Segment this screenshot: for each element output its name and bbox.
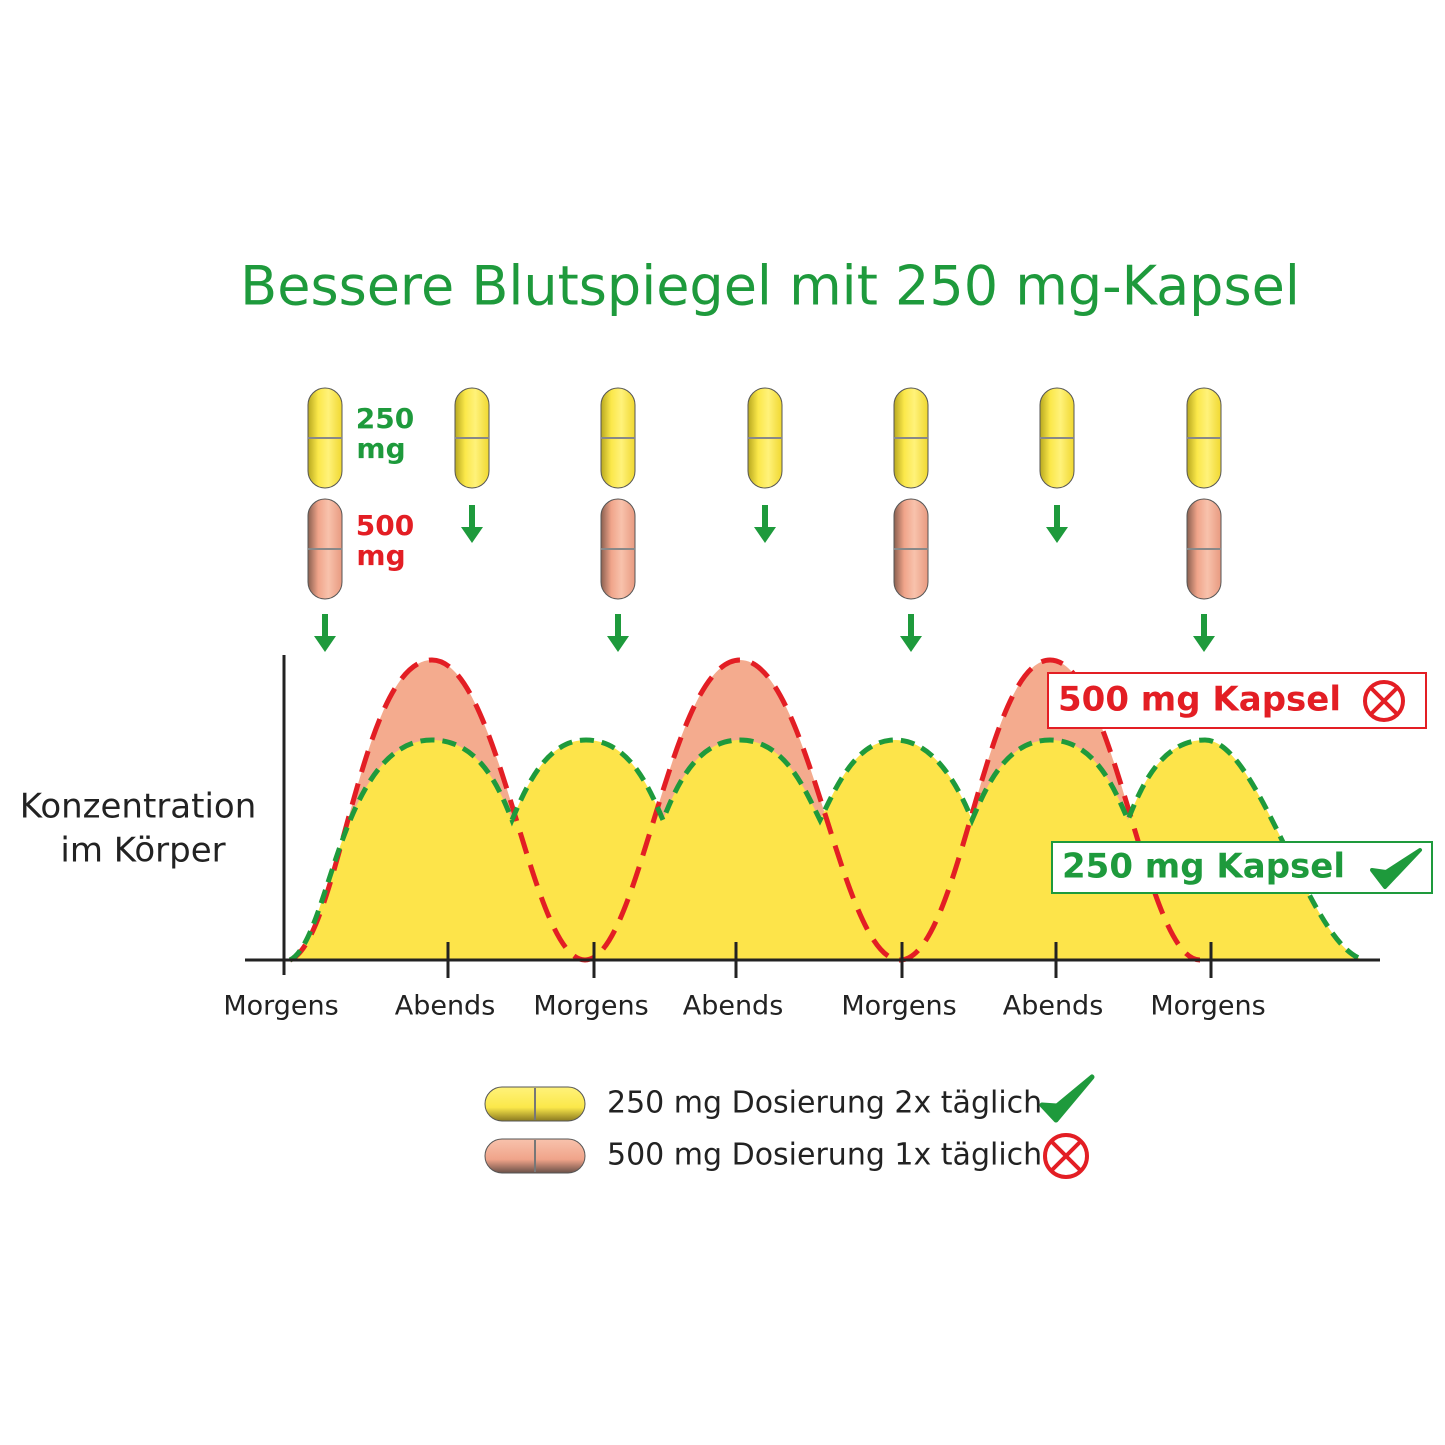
legend: 250 mg Dosierung 2x täglich 500 mg Dosie…: [484, 1074, 1095, 1179]
tag-label: 250 mg Kapsel: [1062, 847, 1345, 887]
x-label: Abends: [1003, 991, 1104, 1022]
x-label: Abends: [683, 991, 784, 1022]
low-dose-area: [290, 740, 1365, 960]
dose-arrow: [900, 614, 922, 652]
x-label: Morgens: [223, 991, 338, 1022]
legend-label: 500 mg Dosierung 1x täglich: [607, 1138, 1042, 1173]
dose-arrow: [314, 614, 336, 652]
capsule-dose: 250: [356, 402, 414, 435]
legend-label: 250 mg Dosierung 2x täglich: [607, 1086, 1042, 1121]
tag-high: 500 mg Kapsel: [1047, 672, 1427, 729]
curves: [288, 657, 1366, 963]
dose-arrow: [607, 614, 629, 652]
y-axis-label: im Körper: [60, 831, 225, 871]
y-axis-label: Konzentration: [20, 787, 257, 827]
tag-low: 250 mg Kapsel: [1051, 841, 1433, 894]
x-label: Morgens: [533, 991, 648, 1022]
title: Bessere Blutspiegel mit 250 mg-Kapsel: [240, 255, 1300, 318]
capsules: [307, 387, 1222, 652]
capsule-unit: mg: [356, 432, 405, 465]
dose-arrow: [461, 505, 483, 543]
capsule-unit: mg: [356, 539, 405, 572]
dose-arrow: [754, 505, 776, 543]
dose-arrow: [1046, 505, 1068, 543]
high-dose-line: [288, 657, 1201, 963]
x-label: Morgens: [1150, 991, 1265, 1022]
low-dose-line: [288, 737, 1366, 963]
capsule-dose: 500: [356, 509, 414, 542]
tag-label: 500 mg Kapsel: [1058, 680, 1341, 720]
x-label: Abends: [395, 991, 496, 1022]
x-label: Morgens: [841, 991, 956, 1022]
dose-arrow: [1193, 614, 1215, 652]
